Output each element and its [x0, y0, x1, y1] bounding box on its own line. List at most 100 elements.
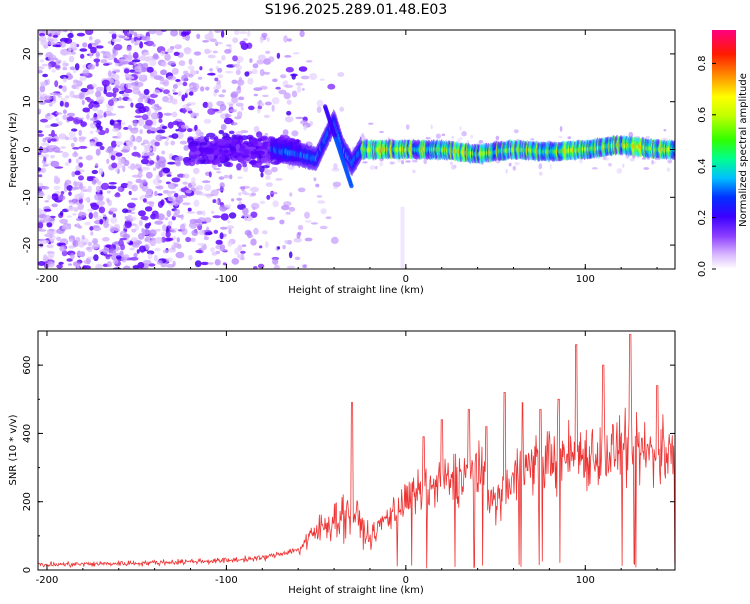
- noise-speck: [228, 227, 232, 235]
- y-tick-label: 200: [22, 492, 33, 511]
- noise-speck: [182, 31, 190, 36]
- noise-speck: [243, 192, 250, 196]
- noise-speck: [215, 239, 223, 245]
- noise-speck: [235, 102, 244, 107]
- noise-speck: [46, 230, 54, 238]
- noise-speck: [51, 193, 59, 201]
- noise-speck: [66, 112, 76, 117]
- noise-speck: [166, 210, 172, 218]
- noise-speck: [88, 212, 94, 220]
- noise-speck: [94, 39, 101, 44]
- noise-speck: [219, 248, 228, 252]
- noise-speck: [237, 111, 243, 119]
- noise-speck: [663, 129, 667, 132]
- noise-speck: [157, 193, 163, 196]
- noise-speck: [284, 55, 292, 58]
- noise-speck: [101, 237, 110, 242]
- band-speck: [261, 165, 270, 169]
- noise-speck: [231, 96, 239, 104]
- noise-speck: [137, 167, 142, 171]
- noise-speck: [76, 32, 85, 37]
- noise-speck: [608, 162, 612, 167]
- noise-speck: [107, 70, 112, 77]
- snr-panel: -200 -100 0 100 0 200 400 600 Height of straigh…: [8, 330, 676, 596]
- noise-speck: [72, 81, 78, 85]
- noise-speck: [214, 41, 224, 45]
- noise-speck: [38, 174, 43, 178]
- noise-speck: [115, 255, 122, 260]
- band-speck: [246, 142, 253, 147]
- noise-speck: [107, 113, 117, 116]
- noise-speck: [167, 48, 174, 54]
- noise-speck: [174, 183, 179, 187]
- noise-speck: [78, 136, 87, 140]
- noise-speck: [217, 67, 223, 73]
- noise-speck: [90, 101, 97, 104]
- noise-speck: [139, 93, 146, 100]
- noise-speck: [186, 103, 192, 107]
- band-speck: [214, 158, 221, 165]
- noise-speck: [98, 206, 106, 214]
- noise-speck: [298, 66, 308, 72]
- noise-speck: [661, 137, 668, 141]
- noise-speck: [106, 85, 112, 91]
- noise-speck: [38, 209, 43, 214]
- noise-speck: [266, 36, 270, 43]
- noise-speck: [256, 59, 265, 65]
- noise-speck: [72, 152, 79, 158]
- noise-speck: [81, 235, 85, 240]
- noise-speck: [38, 130, 43, 133]
- noise-speck: [141, 150, 149, 157]
- noise-speck: [102, 213, 107, 218]
- noise-speck: [47, 54, 57, 61]
- noise-speck: [44, 124, 52, 128]
- noise-speck: [129, 211, 136, 215]
- noise-speck: [91, 179, 97, 185]
- noise-speck: [82, 42, 88, 48]
- x-tick-label: 0: [403, 274, 409, 285]
- noise-speck: [187, 207, 192, 212]
- noise-speck: [229, 103, 234, 108]
- colorbar-tick-label: 0.2: [697, 210, 708, 226]
- noise-speck: [73, 240, 79, 248]
- noise-speck: [128, 52, 132, 58]
- noise-speck: [130, 82, 139, 86]
- band-speck: [223, 149, 229, 154]
- snr-frame: [37, 330, 676, 571]
- noise-speck: [215, 199, 219, 205]
- noise-speck: [72, 213, 77, 216]
- noise-speck: [189, 86, 198, 93]
- noise-speck: [44, 95, 53, 101]
- noise-speck: [66, 206, 75, 212]
- noise-speck: [135, 40, 141, 45]
- noise-speck: [154, 141, 160, 147]
- noise-speck: [430, 124, 433, 130]
- noise-speck: [264, 241, 269, 248]
- noise-speck: [167, 61, 176, 66]
- noise-speck: [107, 185, 117, 190]
- y-tick-label: -10: [22, 189, 33, 205]
- noise-speck: [301, 88, 305, 91]
- noise-speck: [133, 31, 138, 38]
- noise-speck: [265, 182, 273, 187]
- noise-speck: [291, 130, 299, 137]
- noise-speck: [375, 165, 378, 170]
- noise-speck: [111, 162, 118, 169]
- noise-speck: [111, 127, 120, 133]
- noise-speck: [150, 130, 155, 134]
- noise-speck: [80, 237, 89, 245]
- noise-speck: [52, 95, 56, 102]
- spectrogram-ylabel: Frequency (Hz): [8, 112, 19, 188]
- noise-speck: [50, 154, 55, 159]
- noise-speck: [264, 169, 273, 176]
- noise-speck: [295, 116, 304, 120]
- band-speck: [260, 157, 269, 164]
- noise-speck: [79, 48, 88, 52]
- noise-speck: [174, 197, 184, 204]
- noise-speck: [60, 191, 65, 195]
- noise-speck: [132, 265, 140, 269]
- noise-speck: [247, 30, 251, 37]
- noise-speck: [361, 132, 364, 138]
- noise-speck: [271, 97, 280, 105]
- noise-speck: [216, 79, 221, 85]
